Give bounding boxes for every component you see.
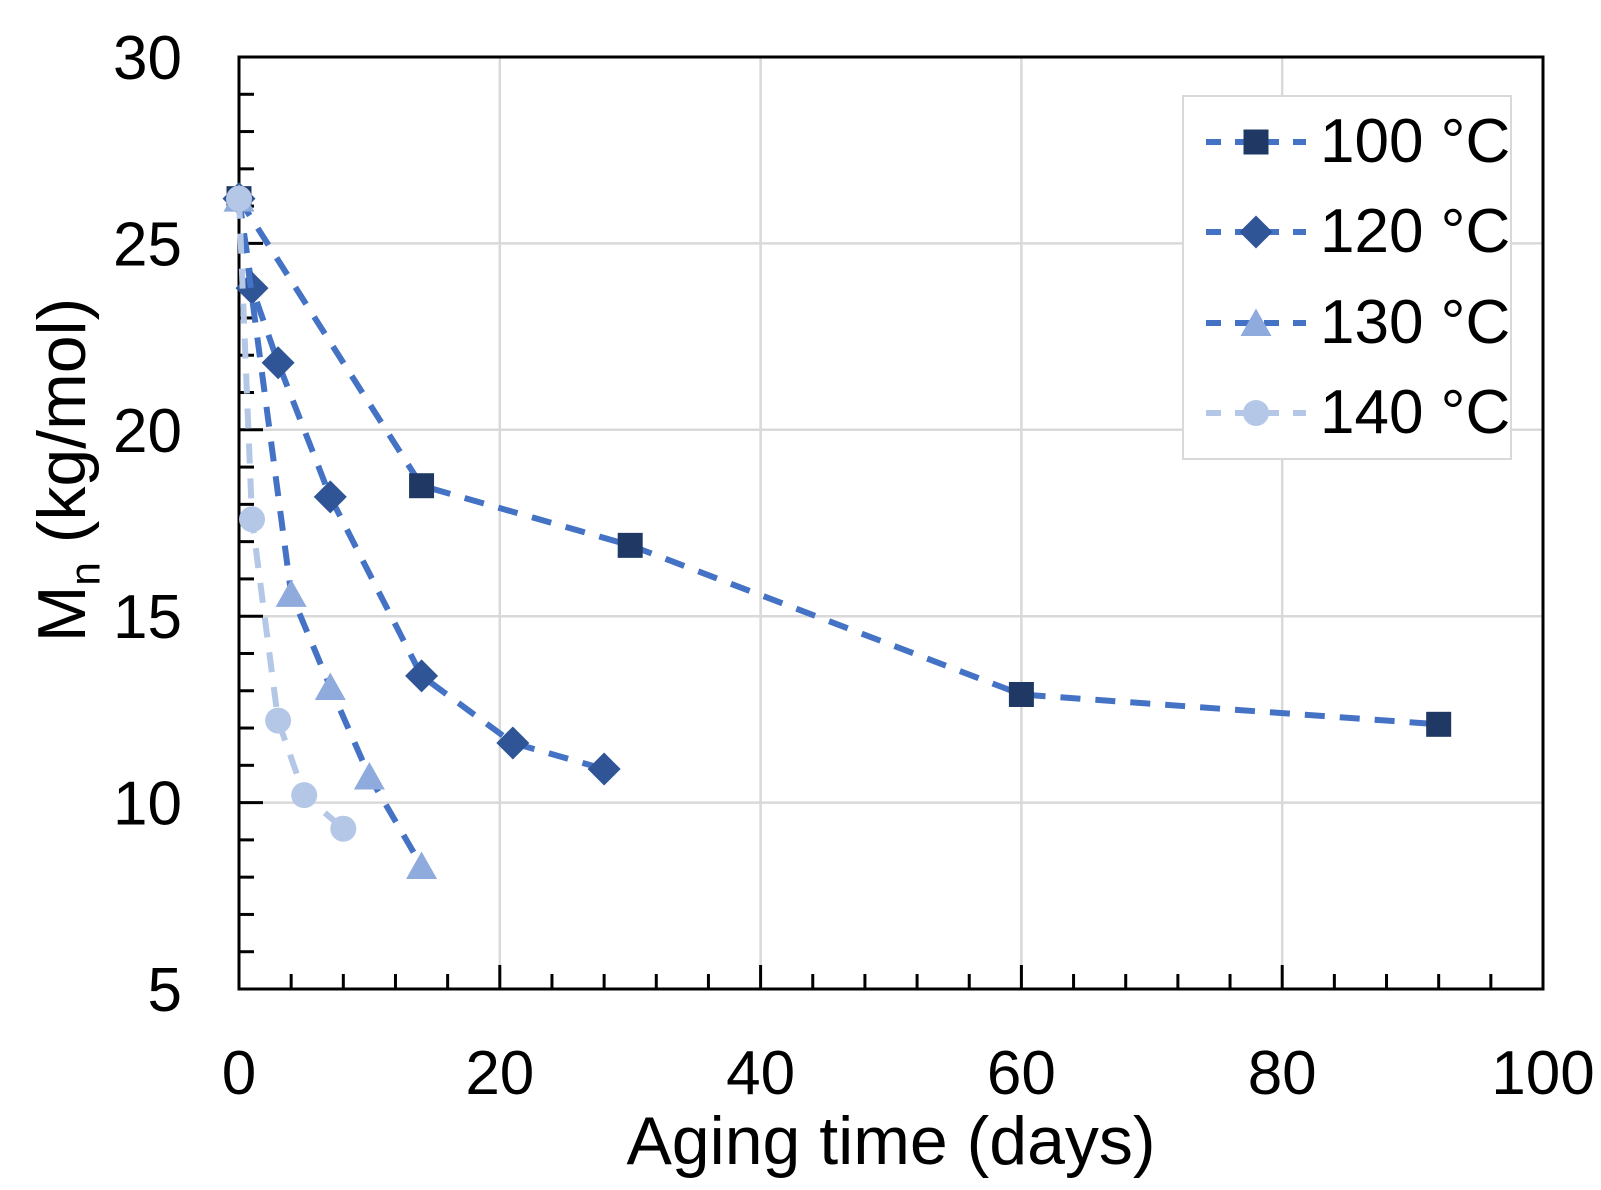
x-tick-label: 80 (1248, 1039, 1317, 1108)
legend-label: 130 °C (1320, 287, 1511, 357)
diamond-marker (313, 480, 347, 514)
x-tick-label: 20 (465, 1039, 534, 1108)
diamond-marker (587, 752, 621, 786)
y-tick-label: 5 (148, 956, 182, 1025)
series-140c (226, 185, 357, 842)
x-tick-label: 40 (726, 1039, 795, 1108)
legend-label: 140 °C (1320, 377, 1511, 447)
circle-marker (330, 815, 357, 842)
circle-marker (226, 185, 252, 212)
circle-marker (291, 782, 318, 809)
square-marker (1008, 681, 1034, 707)
legend-item: 120 °C (1184, 201, 1510, 263)
y-axis-title-subscript: n (61, 562, 109, 586)
triangle-marker (353, 762, 385, 790)
square-marker (1426, 711, 1452, 737)
triangle-marker (1240, 308, 1272, 336)
x-axis-title: Aging time (days) (626, 1103, 1156, 1179)
y-axis-title: Mn (kg/mol) (23, 297, 109, 643)
y-tick-label: 15 (113, 583, 182, 652)
legend-marker-icon (1206, 399, 1306, 426)
circle-marker (265, 707, 292, 734)
square-marker (409, 473, 435, 499)
series-130c (223, 184, 438, 879)
y-tick-label: 10 (113, 770, 182, 839)
x-tick-label: 0 (222, 1039, 256, 1108)
series-line (236, 198, 425, 868)
square-marker (617, 532, 643, 558)
series-line (236, 197, 1439, 728)
legend-label: 120 °C (1320, 197, 1511, 267)
legend: 100 °C 120 °C 130 °C 140 °C (1182, 95, 1512, 460)
square-marker (1243, 129, 1269, 155)
legend-marker-icon (1206, 308, 1306, 336)
diamond-marker (1239, 215, 1273, 249)
legend-item: 130 °C (1184, 287, 1511, 357)
diamond-marker (261, 346, 295, 380)
legend-label: 100 °C (1320, 107, 1511, 177)
y-tick-label: 20 (113, 397, 182, 466)
circle-marker (1243, 399, 1269, 426)
triangle-marker (314, 672, 346, 701)
legend-item: 100 °C (1184, 111, 1510, 173)
legend-item: 140 °C (1184, 377, 1511, 447)
diamond-marker (405, 659, 439, 693)
triangle-marker (406, 851, 438, 879)
circle-marker (239, 506, 266, 533)
y-tick-label: 30 (113, 24, 182, 93)
triangle-marker (275, 579, 307, 607)
y-tick-label: 25 (113, 210, 182, 279)
plot-border (237, 55, 1545, 991)
y-axis-title-units: (kg/mol) (24, 297, 100, 563)
x-tick-label: 100 (1491, 1039, 1594, 1108)
y-axis-title-base: M (24, 585, 100, 643)
x-tick-label: 60 (987, 1039, 1056, 1108)
legend-marker-icon (1206, 129, 1306, 155)
legend-marker-icon (1206, 215, 1306, 249)
series-line (236, 198, 346, 831)
diamond-marker (496, 726, 530, 760)
